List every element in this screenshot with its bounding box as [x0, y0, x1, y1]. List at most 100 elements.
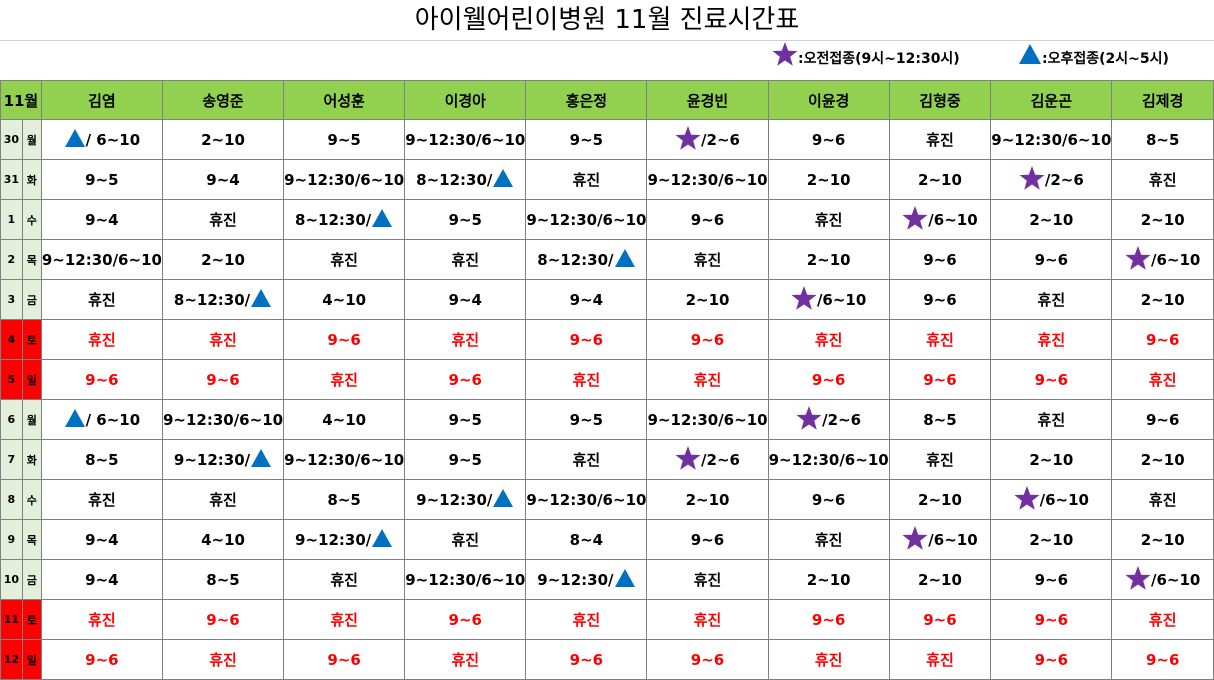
schedule-text: 휴진 [209, 331, 237, 349]
schedule-text: 9~12:30/6~10 [41, 250, 162, 269]
schedule-text: 2~10 [1140, 450, 1185, 469]
table-row: 2 목 9~12:30/6~10 2~10 휴진 휴진 8~12:30/휴진 2~10 9~6 9… [0, 239, 1214, 280]
schedule-text: 휴진 [572, 171, 601, 189]
schedule-cell: 9~12:30/ [404, 479, 527, 520]
schedule-cell: 9~6 [161, 359, 285, 400]
schedule-text: 9~6 [448, 610, 482, 629]
schedule-cell: 4~10 [283, 279, 406, 320]
schedule-text: 9~6 [690, 210, 725, 229]
schedule-cell: 휴진 [40, 599, 163, 640]
schedule-cell: 2~10 [767, 559, 890, 600]
schedule-cell: 휴진 [283, 599, 406, 640]
schedule-cell: 9~12:30/6~10 [990, 119, 1113, 160]
triangle-icon [614, 568, 636, 592]
schedule-text: 8~5 [327, 490, 361, 509]
schedule-text: 휴진 [88, 331, 116, 349]
schedule-text: 9~6 [923, 250, 957, 269]
schedule-cell: 9~6 [525, 319, 648, 360]
schedule-text: 9~5 [448, 210, 482, 229]
schedule-text: 9~6 [1034, 570, 1069, 589]
date-cell: 10 [0, 559, 23, 600]
schedule-cell: 8~5 [1111, 119, 1214, 160]
schedule-text: 4~10 [201, 530, 245, 549]
schedule-cell: 9~6 [40, 359, 163, 400]
schedule-text: /2~6 [1044, 170, 1084, 189]
table-row: 9 목 9~4 4~10 9~12:30/휴진 8~4 9~6 휴진/6~10 2~10 2~10 [0, 519, 1214, 560]
schedule-cell: 9~5 [404, 439, 527, 480]
schedule-text: 9~5 [569, 130, 604, 149]
schedule-text: 9~12:30/ [173, 450, 251, 469]
schedule-cell: 9~4 [525, 279, 648, 320]
schedule-text: 9~6 [1034, 610, 1069, 629]
schedule-cell: 9~12:30/6~10 [767, 439, 890, 480]
schedule-cell: 9~6 [888, 239, 992, 280]
weekday-cell: 일 [21, 639, 42, 680]
schedule-text: 9~6 [85, 650, 119, 669]
schedule-text: / 6~10 [85, 130, 141, 149]
schedule-table: 11월 김염 송영준 어성훈 이경아 홍은정 윤경빈 이윤경 김형중 김운곤 김… [0, 80, 1214, 680]
schedule-text: 휴진 [1148, 371, 1177, 389]
schedule-text: 2~10 [1140, 210, 1185, 229]
schedule-cell: 9~5 [40, 159, 163, 200]
schedule-text: 휴진 [209, 211, 237, 229]
schedule-cell: 휴진 [283, 359, 406, 400]
schedule-body: 30 월 / 6~10 2~10 9~5 9~12:30/6~10 9~5/2~6 9~6 휴… [0, 119, 1214, 680]
schedule-text: 8~12:30/ [537, 250, 614, 269]
schedule-text: 2~10 [918, 490, 962, 509]
schedule-text: 9~12:30/6~10 [647, 170, 768, 189]
schedule-text: 9~12:30/ [416, 490, 493, 509]
schedule-text: 휴진 [330, 371, 358, 389]
schedule-text: 휴진 [1037, 331, 1066, 349]
weekday-cell: 월 [21, 119, 42, 160]
schedule-text: 8~5 [1145, 130, 1180, 149]
schedule-text: 2~10 [1140, 290, 1185, 309]
month-header: 11월 [0, 80, 42, 120]
date-cell: 5 [0, 359, 23, 400]
schedule-text: 9~6 [811, 370, 846, 389]
page-title: 아이웰어린이병원 11월 진료시간표 [0, 0, 1214, 41]
schedule-cell: 휴진 [646, 359, 769, 400]
schedule-text: 8~5 [85, 450, 119, 469]
table-row: 3 금 휴진 8~12:30/4~10 9~4 9~4 2~10/6~10 9~6 휴진 2~10 [0, 279, 1214, 320]
schedule-cell: 9~6 [404, 599, 527, 640]
schedule-cell: 9~6 [646, 199, 769, 240]
schedule-text: 9~6 [569, 650, 604, 669]
schedule-cell: 9~5 [404, 199, 527, 240]
weekday-cell: 월 [21, 399, 42, 440]
schedule-cell: 2~10 [990, 439, 1113, 480]
schedule-text: 9~6 [811, 490, 846, 509]
schedule-cell: 휴진 [40, 319, 163, 360]
schedule-text: 휴진 [1148, 491, 1177, 509]
star-icon [902, 205, 928, 235]
schedule-cell: 휴진 [990, 399, 1113, 440]
schedule-text: 2~10 [1029, 530, 1074, 549]
table-row: 8 수 휴진 휴진 8~5 9~12:30/9~12:30/6~10 2~10 9~6 2~10… [0, 479, 1214, 520]
weekday-cell: 일 [21, 359, 42, 400]
date-cell: 6 [0, 399, 23, 440]
schedule-text: 8~12:30/ [416, 170, 493, 189]
schedule-text: 2~10 [806, 170, 851, 189]
date-cell: 1 [0, 199, 23, 240]
table-row: 5 일 9~6 9~6 휴진 9~6 휴진 휴진 9~6 9~6 9~6 휴진 [0, 359, 1214, 400]
schedule-cell: 4~10 [161, 519, 285, 560]
schedule-text: 휴진 [926, 131, 954, 149]
weekday-cell: 금 [21, 279, 42, 320]
weekday-cell: 목 [21, 519, 42, 560]
schedule-cell: 2~10 [1111, 199, 1214, 240]
schedule-text: 9~12:30/6~10 [647, 410, 768, 429]
schedule-cell: 2~10 [161, 119, 285, 160]
schedule-text: /2~6 [822, 410, 862, 429]
schedule-cell: 8~12:30/ [525, 239, 648, 280]
star-icon [1125, 565, 1151, 595]
header-row: 11월 김염 송영준 어성훈 이경아 홍은정 윤경빈 이윤경 김형중 김운곤 김… [0, 80, 1214, 120]
schedule-text: 휴진 [814, 531, 843, 549]
schedule-cell: 9~12:30/6~10 [40, 239, 163, 280]
schedule-text: 9~4 [85, 570, 119, 589]
schedule-text: /6~10 [928, 530, 978, 549]
schedule-text: 9~6 [448, 370, 482, 389]
schedule-text: 9~6 [85, 370, 119, 389]
schedule-cell: 9~6 [767, 359, 890, 400]
doctor-header: 이경아 [404, 80, 527, 120]
schedule-text: 2~10 [201, 250, 245, 269]
schedule-cell: 8~5 [40, 439, 163, 480]
